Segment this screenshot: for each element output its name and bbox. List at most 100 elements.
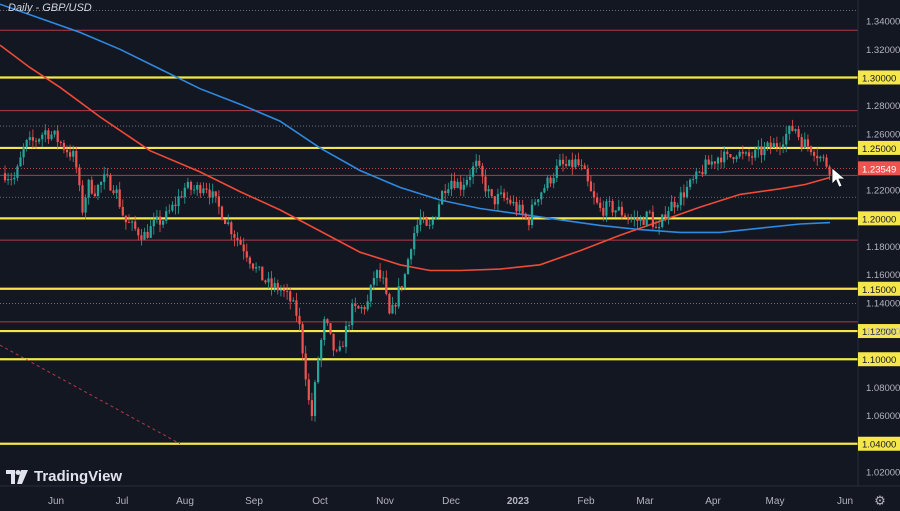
candle-body — [797, 129, 800, 138]
yellow-level-label: 1.30000 — [862, 73, 896, 84]
candle-body — [732, 157, 735, 160]
candle-body — [344, 326, 348, 347]
candle-body — [41, 134, 44, 140]
candle-body — [617, 206, 620, 211]
time-tick-label: Dec — [442, 496, 460, 507]
candle-body — [757, 146, 760, 150]
candle-body — [437, 204, 441, 217]
candle-body — [112, 190, 115, 194]
candle-body — [115, 189, 118, 194]
candle-body — [794, 129, 797, 131]
candle-body — [13, 177, 16, 180]
candle-body — [152, 219, 155, 227]
candle-body — [571, 159, 574, 168]
candle-body — [623, 215, 627, 218]
candle-body — [605, 201, 608, 216]
candle-body — [558, 159, 561, 166]
candle-body — [329, 323, 332, 334]
candle-body — [261, 266, 264, 281]
candle-body — [521, 204, 524, 214]
candle-body — [289, 291, 292, 302]
price-tick-label: 1.06000 — [866, 411, 900, 422]
yellow-level-label: 1.20000 — [862, 214, 896, 225]
candle-body — [96, 184, 100, 197]
tradingview-logo-icon — [6, 469, 28, 484]
price-tick-label: 1.16000 — [866, 270, 900, 281]
candle-body — [62, 142, 65, 150]
candle-body — [639, 218, 642, 221]
candle-body — [357, 306, 360, 309]
candle-body — [220, 206, 224, 220]
yellow-level-label-bg — [858, 70, 900, 85]
candle-body — [707, 159, 710, 165]
candle-body — [462, 184, 465, 190]
candle-body — [109, 175, 112, 191]
time-tick-label: Sep — [245, 496, 263, 507]
candle-body — [338, 346, 341, 351]
candle-body — [670, 201, 673, 212]
candle-body — [509, 199, 512, 204]
candle-body — [31, 137, 34, 141]
candle-body — [456, 181, 459, 188]
candle-body — [360, 306, 363, 309]
price-tick-label: 1.18000 — [866, 242, 900, 253]
time-tick-label: Jun — [48, 496, 64, 507]
candle-body — [515, 201, 518, 212]
candle-body — [394, 304, 397, 307]
candle-body — [441, 191, 444, 205]
candle-body — [447, 189, 450, 194]
candle-body — [84, 197, 87, 213]
time-tick-label: 2023 — [507, 496, 530, 507]
candle-body — [310, 400, 313, 416]
candle-body — [379, 270, 382, 279]
candle-body — [530, 204, 534, 226]
candle-body — [81, 185, 84, 213]
candle-body — [589, 181, 592, 192]
candle-body — [487, 189, 490, 192]
candle-body — [410, 249, 413, 260]
candle-body — [499, 192, 503, 194]
candle-body — [503, 192, 506, 199]
candle-body — [546, 177, 549, 189]
candle-body — [472, 166, 475, 177]
candle-body — [645, 211, 648, 225]
candle-body — [478, 160, 481, 166]
candle-body — [332, 333, 335, 351]
candle-body — [453, 180, 456, 188]
candle-body — [236, 237, 239, 240]
level-lines — [0, 10, 858, 445]
candle-body — [704, 159, 707, 175]
yellow-level-label: 1.12000 — [862, 327, 896, 338]
candle-body — [428, 224, 431, 226]
candle-body — [766, 142, 769, 147]
candle-body — [22, 147, 25, 158]
candle-body — [819, 156, 822, 159]
candle-body — [741, 151, 744, 154]
time-tick-label: Aug — [176, 496, 194, 507]
candle-body — [53, 130, 56, 135]
gear-icon[interactable]: ⚙ — [874, 493, 886, 508]
time-tick-label: Oct — [312, 496, 328, 507]
candle-body — [100, 181, 103, 185]
candle-body — [124, 215, 127, 223]
candle-body — [258, 266, 261, 268]
candle-body — [211, 191, 214, 198]
yellow-level-label-bg — [858, 140, 900, 155]
candle-body — [75, 150, 78, 168]
candle-body — [214, 191, 217, 197]
candle-body — [822, 156, 825, 158]
candle-body — [19, 157, 22, 167]
candle-body — [444, 191, 447, 194]
candle-body — [56, 130, 59, 142]
candle-body — [183, 187, 186, 198]
cursor-icon — [831, 167, 847, 188]
candle-body — [524, 213, 527, 219]
yellow-level-label-bg — [858, 436, 900, 451]
candle-body — [695, 171, 698, 180]
candle-body — [248, 257, 251, 264]
candle-body — [828, 166, 831, 175]
candle-body — [788, 125, 791, 134]
candle-body — [747, 152, 751, 157]
